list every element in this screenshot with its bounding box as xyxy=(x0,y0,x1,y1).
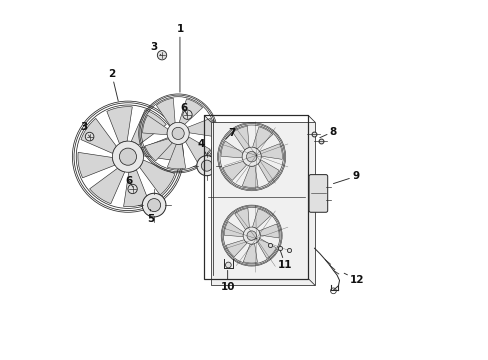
Polygon shape xyxy=(185,137,209,163)
Polygon shape xyxy=(252,209,270,229)
Text: 6: 6 xyxy=(125,176,133,187)
Polygon shape xyxy=(224,221,244,237)
Polygon shape xyxy=(89,168,124,204)
Text: 9: 9 xyxy=(333,171,359,184)
Text: 10: 10 xyxy=(220,270,234,292)
Polygon shape xyxy=(78,152,115,178)
Polygon shape xyxy=(221,141,243,158)
Polygon shape xyxy=(141,136,178,161)
Polygon shape xyxy=(232,126,248,150)
Bar xyxy=(204,116,308,279)
Polygon shape xyxy=(223,161,246,180)
Circle shape xyxy=(119,148,136,165)
Circle shape xyxy=(167,122,189,144)
Text: 3: 3 xyxy=(150,42,161,55)
Polygon shape xyxy=(187,118,213,136)
Polygon shape xyxy=(258,160,279,182)
Text: 6: 6 xyxy=(180,103,187,115)
Text: 5: 5 xyxy=(146,210,154,224)
Text: 12: 12 xyxy=(344,273,364,285)
Polygon shape xyxy=(243,244,257,263)
Circle shape xyxy=(128,184,137,194)
Polygon shape xyxy=(81,118,116,153)
Polygon shape xyxy=(252,127,272,149)
Circle shape xyxy=(243,227,260,244)
Polygon shape xyxy=(106,107,132,144)
Polygon shape xyxy=(257,238,276,258)
Polygon shape xyxy=(144,139,172,161)
Text: 11: 11 xyxy=(278,251,292,270)
Circle shape xyxy=(246,231,256,240)
Polygon shape xyxy=(242,166,258,187)
Circle shape xyxy=(196,156,217,176)
Circle shape xyxy=(172,127,184,139)
Polygon shape xyxy=(234,208,249,230)
Text: 3: 3 xyxy=(80,122,89,136)
Text: 4: 4 xyxy=(197,139,206,154)
Circle shape xyxy=(201,160,212,171)
Polygon shape xyxy=(179,99,202,125)
Polygon shape xyxy=(156,98,175,126)
Polygon shape xyxy=(259,144,282,159)
Text: 7: 7 xyxy=(225,128,235,139)
Circle shape xyxy=(246,152,256,162)
Bar xyxy=(210,122,314,285)
Polygon shape xyxy=(142,115,167,135)
Circle shape xyxy=(112,141,143,172)
Polygon shape xyxy=(131,110,166,145)
FancyBboxPatch shape xyxy=(308,175,327,212)
Text: 2: 2 xyxy=(108,69,118,101)
Circle shape xyxy=(142,193,165,217)
Circle shape xyxy=(85,132,94,141)
Circle shape xyxy=(242,147,261,166)
Polygon shape xyxy=(123,170,149,207)
Circle shape xyxy=(157,50,166,60)
Polygon shape xyxy=(167,144,185,169)
Text: 1: 1 xyxy=(176,24,183,92)
Polygon shape xyxy=(139,160,175,195)
Circle shape xyxy=(225,262,231,268)
Circle shape xyxy=(147,199,161,212)
Polygon shape xyxy=(258,224,279,238)
Circle shape xyxy=(183,110,192,120)
Text: 8: 8 xyxy=(319,127,336,138)
Polygon shape xyxy=(225,240,247,257)
